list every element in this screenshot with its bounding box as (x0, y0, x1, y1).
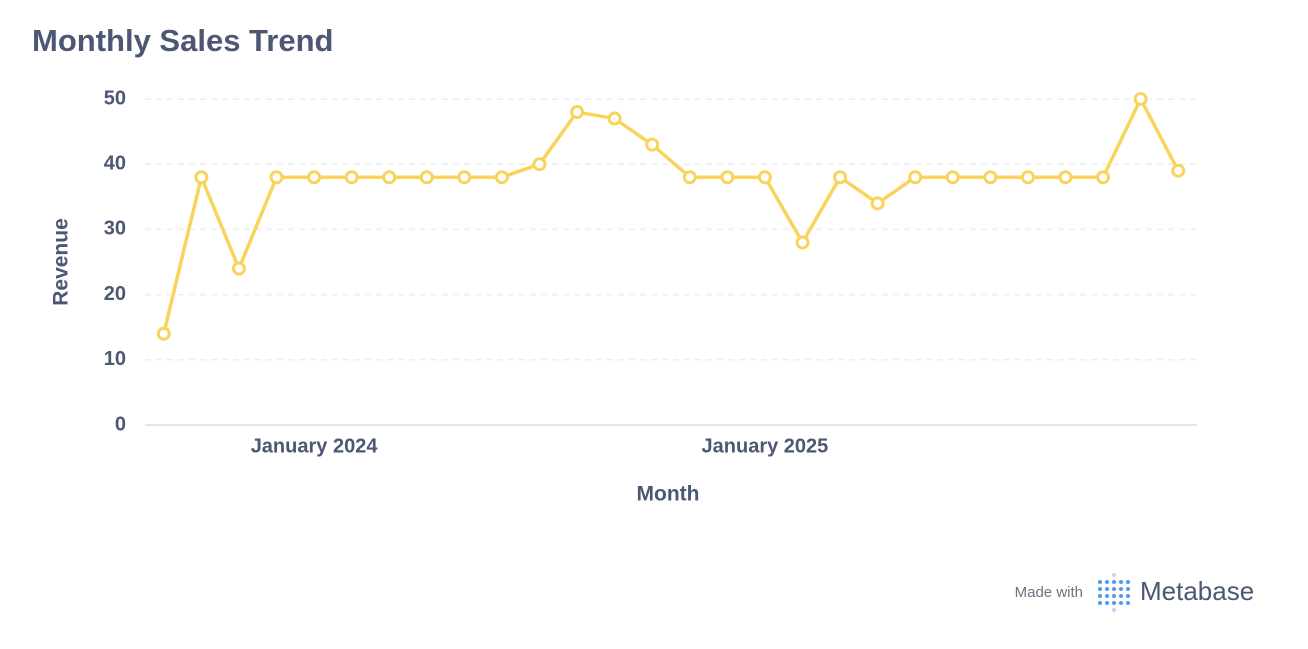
data-point (194, 170, 209, 185)
y-tick-label: 10 (104, 348, 126, 370)
data-point (1171, 163, 1186, 178)
series-line (162, 97, 1180, 335)
data-point (494, 170, 509, 185)
data-point (945, 170, 960, 185)
y-tick-label: 30 (104, 218, 126, 240)
data-point (532, 157, 547, 172)
data-point (457, 170, 472, 185)
made-with: Made with (1015, 584, 1083, 601)
x-axis-label: Month (637, 483, 700, 506)
data-point (382, 170, 397, 185)
data-point (307, 170, 322, 185)
data-point (795, 235, 810, 250)
data-point (720, 170, 735, 185)
brand: Metabase (1140, 576, 1254, 606)
data-point (682, 170, 697, 185)
data-point (833, 170, 848, 185)
data-point (269, 170, 284, 185)
data-point (1096, 170, 1111, 185)
data-point (870, 196, 885, 211)
data-point (156, 326, 171, 341)
data-point (645, 137, 660, 152)
y-tick-label: 50 (104, 87, 126, 109)
data-point (1020, 170, 1035, 185)
data-point (419, 170, 434, 185)
y-tick-label: 0 (115, 413, 126, 435)
data-point (1058, 170, 1073, 185)
metabase-logo (1098, 573, 1130, 612)
x-tick-label: January 2024 (251, 435, 379, 457)
data-point (231, 261, 246, 276)
data-point (983, 170, 998, 185)
data-point (908, 170, 923, 185)
data-point (607, 111, 622, 126)
data-point (1133, 92, 1148, 106)
y-tick-label: 40 (104, 152, 126, 174)
data-point (757, 170, 772, 185)
y-tick-label: 20 (104, 283, 126, 305)
y-axis-label: Revenue (50, 218, 73, 306)
data-point (570, 105, 585, 120)
x-tick-label: January 2025 (702, 435, 829, 457)
data-point (344, 170, 359, 185)
chart-title: Monthly Sales Trend (32, 23, 333, 58)
